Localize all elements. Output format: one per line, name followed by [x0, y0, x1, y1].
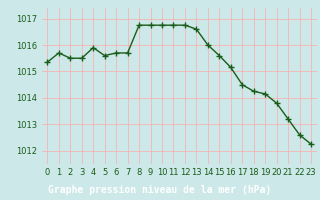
Text: Graphe pression niveau de la mer (hPa): Graphe pression niveau de la mer (hPa): [48, 185, 272, 195]
